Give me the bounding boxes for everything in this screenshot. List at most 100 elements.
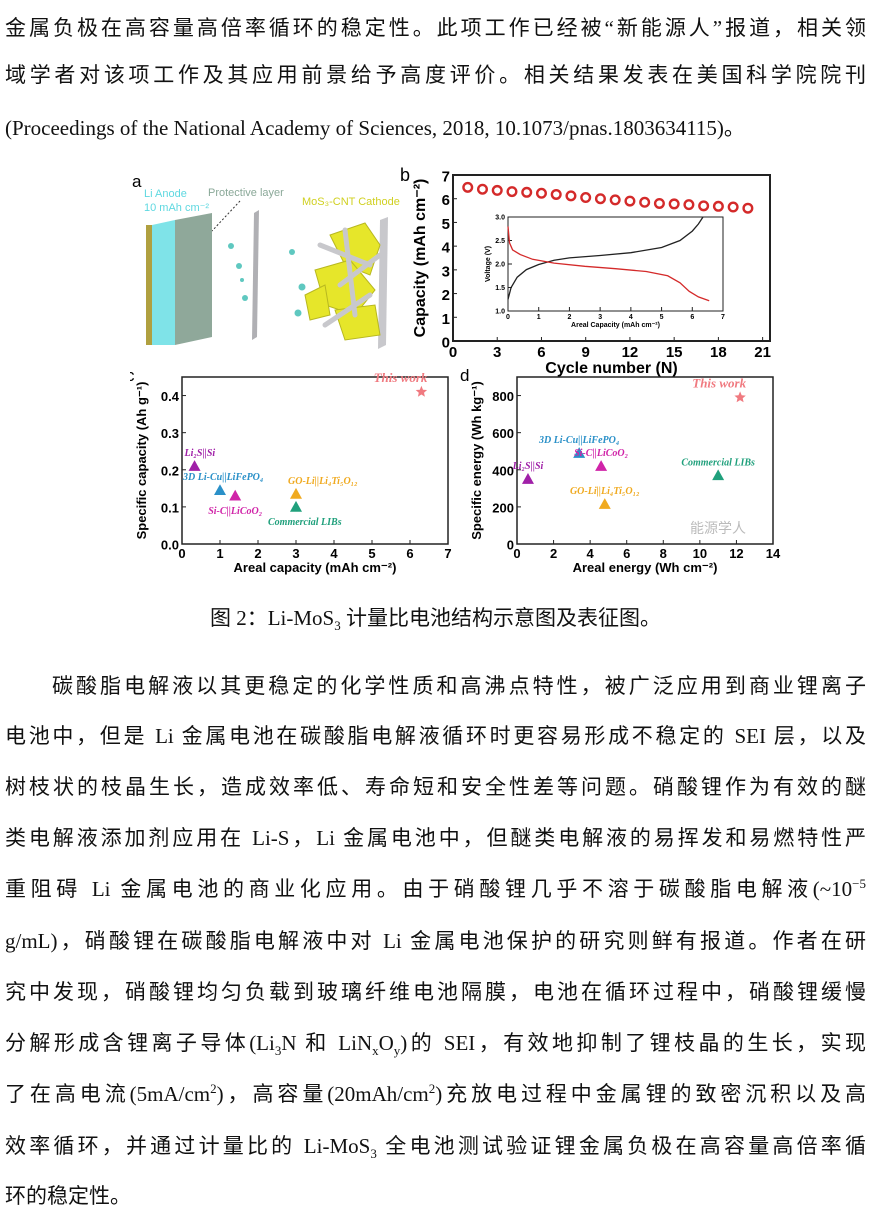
- point-label: Si-C||LiCoO₂: [574, 448, 628, 459]
- subscript: x: [372, 1043, 379, 1059]
- x-tick-label: 2: [550, 546, 557, 561]
- text-segment: 了在高电流(5mA/cm: [5, 1082, 211, 1106]
- x-axis-label: Areal energy (Wh cm⁻²): [573, 560, 718, 575]
- x-tick-label: 14: [766, 546, 781, 561]
- x-tick-label: 7: [444, 546, 451, 561]
- data-point: [624, 195, 636, 207]
- text-segment: 类电解液添加剂应用在 Li-S，Li 金属电池中，但醚类电解液的易挥发和易燃特性…: [5, 826, 866, 850]
- x-tick-label: 21: [754, 344, 771, 361]
- text-segment: g/mL)，硝酸锂在碳酸脂电解液中对 Li 金属电池保护的研究则鲜有报道。作者在…: [5, 929, 866, 953]
- pointer-arrow: [211, 200, 241, 232]
- anode-slab: [152, 220, 175, 345]
- y-tick-label: 1.0: [495, 309, 505, 316]
- plot-frame: [452, 174, 771, 342]
- text-segment: 域学者对该项工作及其应用前景给予高度评价。相关结果发表在美国科学院院刊: [5, 63, 866, 87]
- data-point: [535, 187, 547, 199]
- text-line: g/mL)，硝酸锂在碳酸脂电解液中对 Li 金属电池保护的研究则鲜有报道。作者在…: [5, 926, 866, 956]
- text-line: 效率循环，并通过计量比的 Li-MoS3 全电池测试验证锂金属负极在高容量高倍率…: [5, 1131, 866, 1161]
- panel-a-illustration: a Li Anode 10 mAh cm⁻² Protective layer …: [132, 172, 400, 349]
- text-segment: O: [378, 1031, 394, 1055]
- panel-label-c: c: [130, 366, 135, 385]
- triangle-marker: [595, 460, 608, 471]
- x-tick-label: 18: [710, 344, 727, 361]
- y-tick-label: 7: [442, 169, 450, 186]
- y-tick-label: 800: [492, 389, 514, 404]
- data-point: [491, 184, 503, 196]
- point-label: This work: [692, 375, 746, 390]
- star-marker: [415, 385, 428, 397]
- x-tick-label: 0: [513, 546, 520, 561]
- data-point: [594, 193, 606, 205]
- data-point: [506, 186, 518, 198]
- subscript: 3: [370, 1146, 377, 1162]
- x-tick-label: 0: [506, 314, 510, 321]
- y-tick-label: 0: [507, 538, 514, 553]
- watermark: 能源学人: [690, 520, 746, 536]
- triangle-marker: [598, 498, 611, 509]
- data-point: [727, 201, 739, 213]
- text-segment: )，高容量(20mAh/cm: [216, 1082, 429, 1106]
- y-tick-label: 4: [442, 240, 451, 257]
- x-tick-label: 6: [623, 546, 630, 561]
- panel-label-a: a: [132, 172, 142, 191]
- x-tick-label: 7: [721, 314, 725, 321]
- x-tick-label: 3: [598, 314, 602, 321]
- x-tick-label: 0: [178, 546, 185, 561]
- y-tick-label: 2.0: [495, 262, 505, 269]
- y-tick-label: 3.0: [495, 215, 505, 222]
- triangle-marker: [290, 500, 302, 512]
- text-segment: 全电池测试验证锂金属负极在高容量高倍率循: [376, 1134, 866, 1158]
- x-tick-label: 4: [330, 546, 338, 561]
- data-point: [639, 196, 651, 208]
- superscript: 2: [210, 1081, 217, 1096]
- x-tick-label: 12: [729, 546, 743, 561]
- x-tick-label: 6: [537, 344, 545, 361]
- figure-2: a Li Anode 10 mAh cm⁻² Protective layer …: [126, 165, 790, 585]
- superscript: 2: [428, 1081, 436, 1096]
- text-segment: )充放电过程中金属锂的致密沉积以及高: [435, 1082, 867, 1106]
- figure-caption: 图 2：Li-MoS3 计量比电池结构示意图及表征图。: [0, 603, 871, 633]
- triangle-marker: [229, 489, 242, 501]
- y-tick-label: 600: [492, 426, 514, 441]
- triangle-marker: [573, 447, 586, 458]
- lithium-ions: [228, 243, 306, 317]
- text-segment: 电池中，但是 Li 金属电池在碳酸脂电解液循环时更容易形成不稳定的 SEI 层，…: [5, 724, 866, 748]
- y-tick-label: 0.2: [161, 463, 179, 478]
- cathode-label: MoS₃-CNT Cathode: [302, 196, 400, 208]
- y-tick-label: 1: [442, 311, 450, 328]
- y-axis-label: Voltage (V): [485, 246, 492, 282]
- cathode-collector: [378, 217, 388, 349]
- star-marker: [734, 391, 746, 403]
- x-tick-label: 4: [587, 546, 595, 561]
- triangle-marker: [290, 487, 302, 499]
- data-point: [580, 192, 592, 204]
- text-line: 重阻碍 Li 金属电池的商业化应用。由于硝酸锂几乎不溶于碳酸脂电解液(~10−5: [5, 874, 866, 904]
- triangle-marker: [188, 460, 201, 471]
- x-tick-label: 2: [567, 314, 571, 321]
- text-segment: 分解形成含锂离子导体(Li: [5, 1031, 275, 1055]
- x-tick-label: 1: [216, 546, 223, 561]
- figure-canvas: a Li Anode 10 mAh cm⁻² Protective layer …: [126, 165, 781, 575]
- subscript: 3: [274, 1043, 282, 1059]
- point-label: GO-Li||Li₄Ti₅O₁₂: [288, 476, 358, 487]
- text-segment: )的 SEI，有效地抑制了锂枝晶的生长，实现: [400, 1031, 867, 1055]
- x-tick-label: 6: [406, 546, 413, 561]
- point-label: 3D Li-Cu||LiFePO₄: [538, 435, 619, 446]
- point-label: Li₂S||Si: [184, 448, 216, 459]
- y-tick-label: 6: [442, 192, 450, 209]
- y-tick-label: 2: [442, 287, 450, 304]
- x-tick-label: 8: [660, 546, 667, 561]
- inset-charge-curve: [507, 216, 704, 300]
- y-tick-label: 0.3: [161, 426, 179, 441]
- data-point: [521, 186, 533, 198]
- panel-label-b: b: [400, 165, 410, 185]
- data-point: [683, 199, 695, 211]
- text-line: 金属负极在高容量高倍率循环的稳定性。此项工作已经被“新能源人”报道，相关领: [5, 13, 866, 43]
- text-segment: 碳酸脂电解液以其更稳定的化学性质和高沸点特性，被广泛应用到商业锂离子: [52, 674, 866, 698]
- plot-frame: [516, 376, 774, 545]
- data-point: [565, 190, 577, 202]
- y-tick-label: 200: [492, 500, 514, 515]
- protective-layer-face: [175, 213, 212, 345]
- caption-suffix: 计量比电池结构示意图及表征图。: [340, 606, 661, 630]
